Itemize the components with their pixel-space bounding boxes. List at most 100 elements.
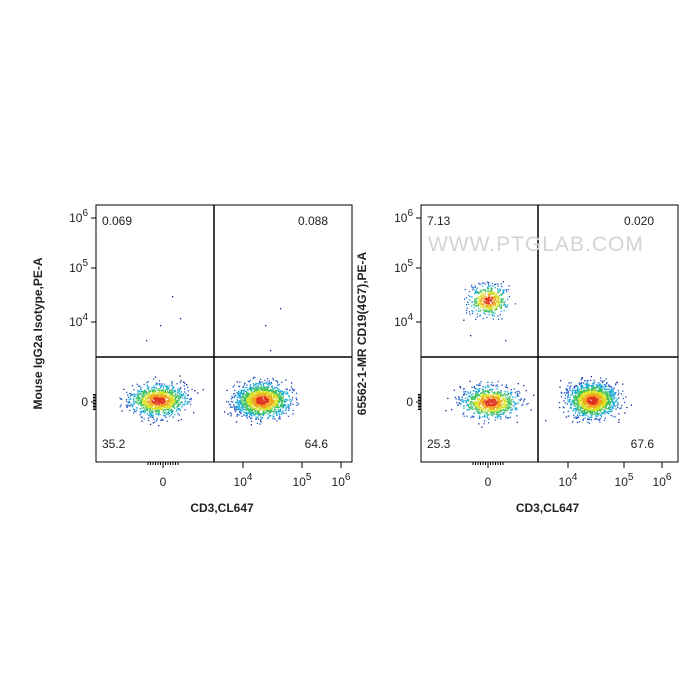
event-dot <box>482 397 484 399</box>
event-dot <box>242 404 244 406</box>
event-dot <box>259 392 261 394</box>
event-dot <box>154 407 156 409</box>
event-dot <box>163 415 165 417</box>
event-dot <box>163 404 165 406</box>
event-dot <box>472 393 474 395</box>
event-dot <box>599 388 601 391</box>
event-dot <box>178 405 180 407</box>
event-dot <box>582 387 585 389</box>
event-dot <box>258 390 260 392</box>
event-dot <box>138 392 140 395</box>
event-dot <box>238 407 240 409</box>
event-dot <box>280 398 282 400</box>
event-dot <box>506 391 509 393</box>
event-dot <box>166 385 168 387</box>
event-dot <box>472 397 475 399</box>
event-dot <box>173 390 175 392</box>
event-dot <box>505 416 507 418</box>
event-dot <box>243 396 245 398</box>
event-dot <box>484 387 486 389</box>
event-dot <box>163 407 165 409</box>
event-dot <box>251 393 253 395</box>
event-dot <box>614 392 616 394</box>
event-dot <box>597 391 599 393</box>
event-dot <box>586 386 588 388</box>
event-dot <box>289 389 291 391</box>
event-dot <box>611 405 613 407</box>
event-dot <box>272 397 274 399</box>
event-dot <box>141 396 143 398</box>
event-dot <box>163 399 165 401</box>
event-dot <box>491 391 493 393</box>
event-dot <box>606 411 609 413</box>
event-dot <box>601 411 603 414</box>
event-dot <box>514 396 516 399</box>
event-dot <box>129 392 131 395</box>
event-dot <box>154 391 156 393</box>
event-dot <box>489 389 491 391</box>
event-dot <box>576 414 579 416</box>
event-dot <box>254 405 257 407</box>
event-dot <box>271 407 273 409</box>
event-dot <box>263 388 265 390</box>
event-dot <box>235 410 237 413</box>
event-dot <box>133 401 135 403</box>
event-dot <box>583 401 586 403</box>
event-dot <box>577 411 579 413</box>
event-dot <box>159 407 161 409</box>
event-dot <box>605 392 607 394</box>
event-dot <box>185 393 187 395</box>
event-dot <box>155 412 157 415</box>
event-dot <box>600 405 602 407</box>
event-dot <box>581 406 583 408</box>
event-dot <box>260 387 262 389</box>
event-dot <box>576 408 578 410</box>
event-dot <box>251 388 253 390</box>
event-dot <box>183 388 186 390</box>
event-dot <box>612 395 614 397</box>
event-dot <box>498 404 501 406</box>
event-dot <box>571 393 573 395</box>
event-dot <box>238 391 240 393</box>
event-dot <box>504 410 506 412</box>
event-dot <box>581 400 583 402</box>
event-dot <box>145 391 147 393</box>
event-dot <box>520 398 522 400</box>
event-dot <box>577 402 579 404</box>
event-dot <box>280 404 282 406</box>
event-dot <box>609 407 612 409</box>
event-dot <box>265 391 267 393</box>
event-dot <box>158 387 160 390</box>
event-dot <box>157 411 159 413</box>
event-dot <box>597 404 599 406</box>
event-dot <box>594 407 596 410</box>
event-dot <box>498 410 500 413</box>
event-dot <box>262 400 265 402</box>
event-dot <box>161 398 163 401</box>
event-dot <box>513 400 515 402</box>
event-dot <box>502 407 505 409</box>
event-dot <box>500 391 502 393</box>
event-dot <box>133 399 135 401</box>
event-dot <box>601 380 604 382</box>
event-dot <box>270 395 272 397</box>
event-dot <box>289 398 291 401</box>
event-dot <box>614 416 616 418</box>
event-dot <box>169 390 171 392</box>
event-dot <box>246 399 248 401</box>
event-dot <box>152 389 154 391</box>
event-dot <box>612 398 614 401</box>
event-dots <box>119 296 300 427</box>
event-dot <box>609 397 611 399</box>
event-dot <box>235 406 237 408</box>
event-dot <box>267 403 269 406</box>
event-dot <box>258 414 260 416</box>
event-dot <box>276 399 278 402</box>
event-dot <box>475 403 477 405</box>
event-dot <box>503 409 505 411</box>
event-dot <box>565 392 567 394</box>
event-dot <box>580 383 582 385</box>
event-dot <box>161 396 164 398</box>
event-dot <box>607 392 609 394</box>
event-dot <box>172 398 174 400</box>
